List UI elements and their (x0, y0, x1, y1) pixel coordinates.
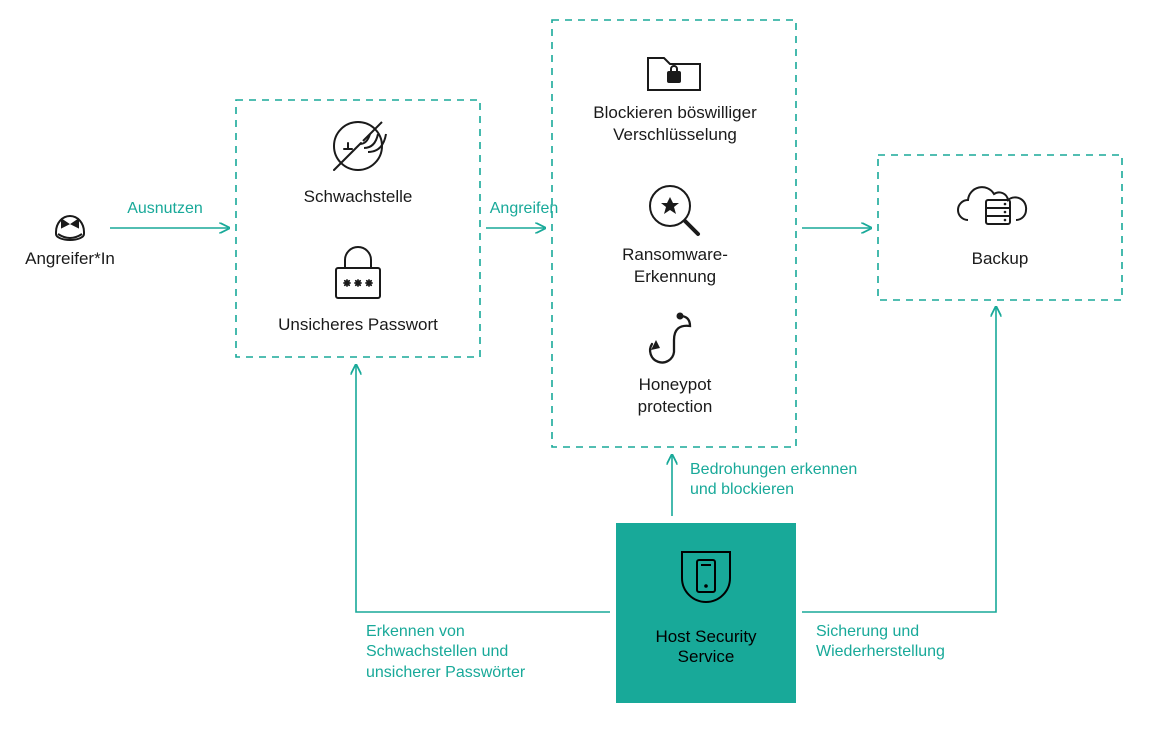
ransomware-detection-icon (650, 186, 698, 234)
schwachstelle-label: Schwachstelle (258, 186, 458, 208)
hss-title: Host Security Service (655, 627, 756, 667)
edge-label-erkennen: Erkennen von Schwachstellen und unsicher… (366, 622, 626, 683)
vulnerability-icon (334, 122, 386, 170)
edge-label-bedrohungen: Bedrohungen erkennen und blockieren (690, 460, 890, 501)
edge-label-ausnutzen: Ausnutzen (110, 199, 220, 219)
honeypot-icon (650, 313, 690, 363)
block-label: Blockieren böswilliger Verschlüsselung (575, 102, 775, 146)
insecure-password-icon (336, 247, 380, 298)
box-backup (878, 155, 1122, 300)
folder-lock-icon (648, 58, 700, 90)
attacker-label: Angreifer*In (10, 248, 130, 270)
ransom-label: Ransomware- Erkennung (575, 244, 775, 288)
passwort-label: Unsicheres Passwort (258, 314, 458, 336)
backup-label: Backup (900, 248, 1100, 270)
edge-hss-vulns (356, 366, 610, 612)
edge-label-sicherung: Sicherung und Wiederherstellung (816, 622, 1036, 663)
honey-label: Honeypot protection (575, 374, 775, 418)
attacker-icon (56, 216, 84, 240)
edge-label-angreifen: Angreifen (474, 199, 574, 219)
hss-box: Host Security Service (616, 523, 796, 703)
cloud-backup-icon (958, 187, 1026, 224)
